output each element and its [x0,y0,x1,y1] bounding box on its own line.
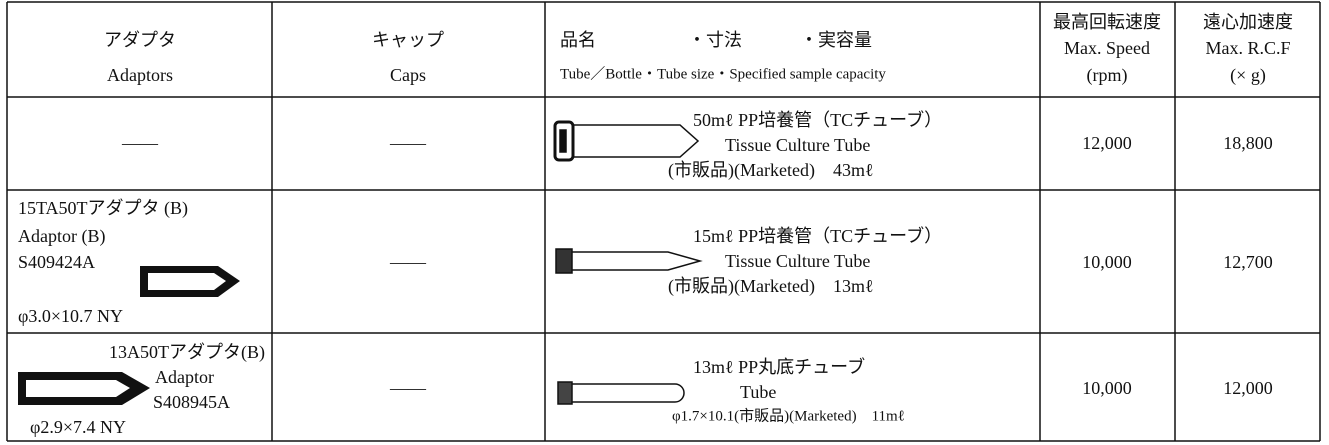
tube-13ml [557,381,685,405]
adaptor-text: 15TA50Tアダプタ (B) [18,198,189,218]
header-text: Tube／Bottle・Tube size・Specified sample c… [560,66,886,83]
table-borders [6,1,1321,442]
cap-text: —— [390,252,426,272]
header-text: 最高回転速度 [1053,12,1161,32]
header-text: アダプタ [104,30,176,50]
adaptor-text: φ3.0×10.7 NY [18,306,124,326]
tube-text: (市販品)(Marketed) 43mℓ [668,160,874,180]
header-text: 遠心加速度 [1203,12,1293,32]
header-text: (× g) [1230,65,1266,85]
adaptor-text: —— [122,133,158,153]
tube-text: 13mℓ PP丸底チューブ [693,357,866,377]
adaptor-text: S409424A [18,252,96,272]
adaptor-b-shape-2 [18,372,150,405]
adaptor-text: S408945A [153,392,231,412]
header-text: ・寸法 [688,30,742,50]
adaptor-b-shape [140,266,240,297]
tube-text: (市販品)(Marketed) 13mℓ [668,276,874,296]
header-text: 品名 [560,30,596,50]
speed: 10,000 [1082,378,1132,398]
tube-text: 15mℓ PP培養管（TCチューブ） [693,226,943,246]
header-text: Adaptors [107,65,173,85]
header-text: Max. Speed [1064,38,1150,58]
tube-text: Tube [740,382,777,402]
header-text: Caps [390,65,426,85]
header-text: (rpm) [1086,65,1128,85]
cap-text: —— [390,378,426,398]
adaptor-text: Adaptor (B) [18,226,106,246]
rcf: 12,000 [1223,378,1273,398]
cap-text: —— [390,133,426,153]
adaptor-text: φ2.9×7.4 NY [30,417,127,437]
tube-text: Tissue Culture Tube [725,135,871,155]
speed: 12,000 [1082,133,1132,153]
tube-50ml [553,120,700,162]
header-text: Max. R.C.F [1205,38,1291,58]
adaptor-text: 13A50Tアダプタ(B) [109,342,265,362]
rcf: 12,700 [1223,252,1273,272]
speed: 10,000 [1082,252,1132,272]
adaptor-text: Adaptor [155,367,214,387]
tube-text: 50mℓ PP培養管（TCチューブ） [693,110,943,130]
tube-text: φ1.7×10.1(市販品)(Marketed) 11mℓ [672,408,905,425]
header-text: キャップ [372,30,444,50]
tube-15ml [555,248,703,274]
tube-text: Tissue Culture Tube [725,251,871,271]
header-text: ・実容量 [800,30,872,50]
rcf: 18,800 [1223,133,1273,153]
